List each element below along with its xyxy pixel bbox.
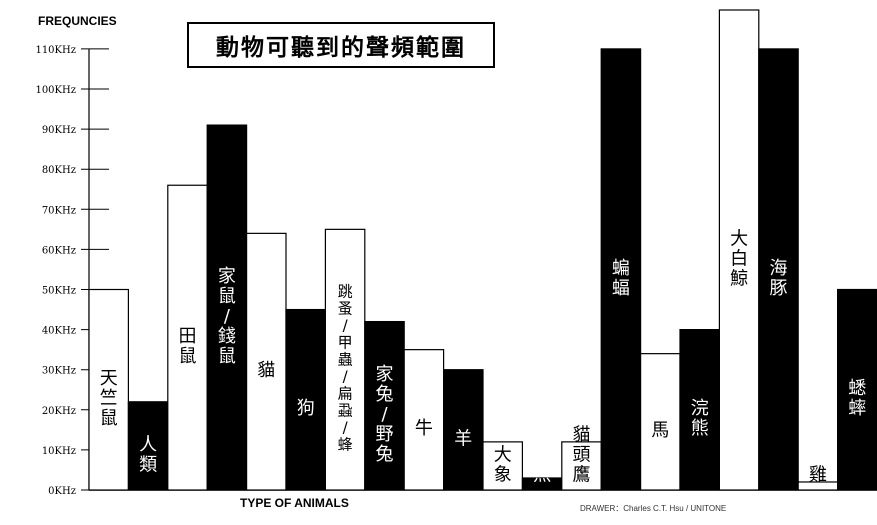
y-tick-label: 10KHz <box>42 446 76 457</box>
bar-category-label: 海豚 <box>770 258 788 299</box>
chart-title: 動物可聽到的聲頻範圍 <box>187 22 495 68</box>
bar-category-label: 雞 <box>809 464 827 485</box>
bar-category-label: 家兔/野兔 <box>376 364 394 465</box>
bar <box>561 441 602 491</box>
bar <box>639 353 681 491</box>
y-tick-label: 100KHz <box>35 85 76 96</box>
bar <box>758 48 799 491</box>
bar-category-label: 貓頭鷹 <box>573 424 591 485</box>
bar <box>600 48 642 491</box>
bar <box>443 369 484 491</box>
bar-category-label: 羊 <box>454 428 472 449</box>
bar-category-label: 馬 <box>651 420 669 441</box>
y-tick-label: 0KHz <box>48 486 76 497</box>
bar-category-label: 大白鯨 <box>730 228 748 289</box>
bar-category-label: 田鼠 <box>179 326 197 367</box>
y-axis-label: FREQUNCIES <box>38 14 117 28</box>
bar-category-label: 大象 <box>494 444 512 485</box>
y-tick-label: 90KHz <box>42 125 76 136</box>
bar-category-label: 浣熊 <box>691 398 709 439</box>
bar-category-label: 貓 <box>257 360 275 381</box>
bar-category-label: 天竺鼠 <box>100 368 118 429</box>
bar <box>482 441 524 491</box>
bar-category-label: 蝙蝠 <box>612 258 630 299</box>
bar <box>127 401 169 491</box>
bar-category-label: 金魚 <box>533 444 551 485</box>
bar-category-label: 家鼠/錢鼠 <box>218 266 236 367</box>
bar-category-label: 跳蚤/甲蟲/扁蝨/蜂 <box>338 283 353 454</box>
bar <box>285 308 327 491</box>
bar <box>246 232 287 491</box>
y-tick-label: 20KHz <box>42 406 76 417</box>
y-tick-label: 110KHz <box>35 45 76 56</box>
y-tick-label: 50KHz <box>42 286 76 297</box>
bar <box>88 288 130 491</box>
bar-category-label: 人類 <box>139 434 157 475</box>
y-tick-label: 60KHz <box>42 245 76 256</box>
y-tick-label: 80KHz <box>42 165 76 176</box>
bar-category-label: 狗 <box>297 398 315 419</box>
bar-category-label: 牛 <box>415 418 433 439</box>
credit-text: DRAWER：Charles C.T. Hsu / UNITONE <box>580 504 727 513</box>
x-axis-label: TYPE OF ANIMALS <box>240 496 349 510</box>
bar <box>836 288 877 491</box>
y-tick-label: 40KHz <box>42 326 76 337</box>
y-tick-label: 70KHz <box>42 205 76 216</box>
bar <box>167 184 208 491</box>
bar-category-label: 蟋蟀 <box>848 378 866 419</box>
bar <box>718 9 760 491</box>
bar <box>403 349 445 491</box>
y-tick-label: 30KHz <box>42 366 76 377</box>
bar <box>206 124 248 491</box>
bar <box>364 320 405 491</box>
